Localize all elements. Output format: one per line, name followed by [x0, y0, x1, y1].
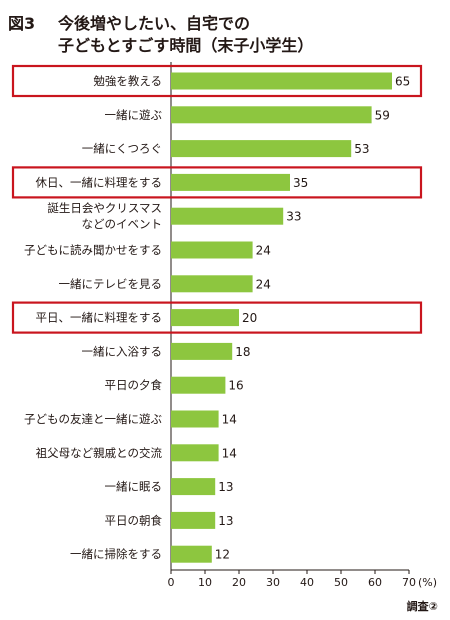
bar-value-label: 24	[256, 277, 271, 291]
highlight-frame	[11, 64, 423, 98]
bar-value-label: 18	[235, 345, 250, 359]
category-label: 祖父母など親戚との交流	[36, 446, 163, 460]
bar	[171, 275, 253, 293]
category-label: などのイベント	[82, 217, 163, 231]
category-label: 勉強を教える	[93, 74, 162, 88]
category-label: 一緒に入浴する	[82, 344, 163, 358]
figure-number: 図3	[8, 14, 36, 33]
bar-value-label: 53	[354, 142, 369, 156]
category-label: 一緒に掃除をする	[70, 547, 162, 561]
bar	[171, 410, 219, 428]
bar-value-label: 59	[375, 108, 390, 122]
bar	[171, 444, 219, 462]
category-label: 一緒にテレビを見る	[59, 277, 163, 291]
category-label: 平日の朝食	[105, 513, 163, 527]
category-label: 子どもの友達と一緒に遊ぶ	[24, 412, 162, 426]
bar	[171, 173, 290, 191]
x-unit-label: (%)	[418, 576, 437, 589]
bar	[171, 140, 352, 158]
category-label: 一緒に遊ぶ	[105, 108, 163, 122]
bar-value-label: 24	[256, 244, 271, 258]
highlight-frame	[11, 166, 423, 199]
bar	[171, 241, 253, 259]
x-tick-label: 20	[232, 576, 246, 589]
bar-value-label: 13	[218, 514, 233, 528]
x-tick-label: 40	[300, 576, 314, 589]
x-tick-label: 30	[266, 576, 280, 589]
bar-value-label: 35	[293, 176, 308, 190]
bar-value-label: 12	[215, 548, 230, 562]
bar-value-label: 20	[242, 311, 257, 325]
bar	[171, 342, 233, 360]
bar	[171, 376, 226, 394]
chart-title-line-1: 今後増やしたい、自宅での	[58, 14, 251, 33]
x-tick-label: 70	[402, 576, 416, 589]
bar-value-label: 65	[395, 75, 410, 89]
bar	[171, 309, 239, 327]
category-label: 休日、一緒に料理をする	[36, 175, 163, 189]
category-label: 一緒に眠る	[105, 480, 163, 494]
category-label: 平日の夕食	[105, 378, 163, 392]
chart-title-line-2: 子どもとすごす時間（末子小学生）	[58, 36, 314, 55]
bar-value-label: 16	[228, 379, 243, 393]
bar	[171, 106, 372, 124]
bar	[171, 478, 216, 496]
category-label: 一緒にくつろぐ	[82, 142, 162, 156]
bar	[171, 72, 392, 90]
bar	[171, 511, 216, 529]
x-tick-label: 10	[198, 576, 212, 589]
category-label: 子どもに読み聞かせをする	[24, 243, 162, 257]
highlight-frame	[11, 301, 423, 334]
category-label: 誕生日会やクリスマス	[47, 201, 162, 215]
x-tick-label: 50	[334, 576, 348, 589]
bar	[171, 545, 212, 563]
source-note: 調査②	[406, 600, 438, 613]
bar-value-label: 14	[222, 446, 237, 460]
bar-value-label: 33	[286, 210, 301, 224]
x-tick-label: 60	[368, 576, 382, 589]
bar-value-label: 14	[222, 413, 237, 427]
bar	[171, 207, 284, 225]
bar-value-label: 13	[218, 480, 233, 494]
x-tick-label: 0	[168, 576, 175, 589]
category-label: 平日、一緒に料理をする	[36, 311, 163, 325]
